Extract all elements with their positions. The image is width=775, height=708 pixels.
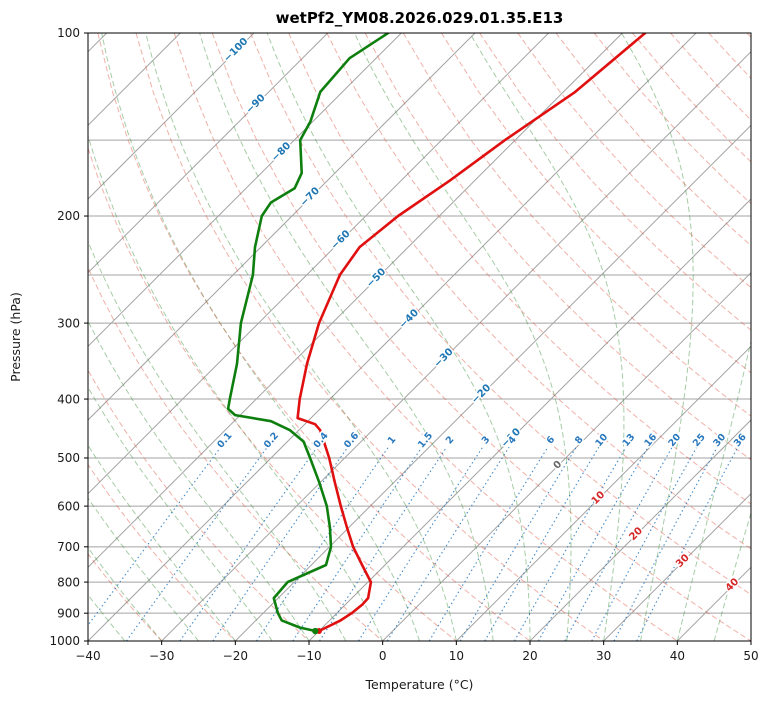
y-tick-label: 800 xyxy=(57,575,80,589)
dry-adiabat-line xyxy=(173,33,678,641)
moist-adiabat-line xyxy=(88,320,310,641)
moist-adiabat-line xyxy=(266,33,531,641)
mixing-ratio-line xyxy=(318,446,448,641)
mixing-ratio-layer xyxy=(88,446,739,641)
mixing-ratio-line xyxy=(613,446,718,641)
isotherm-line xyxy=(88,33,697,641)
grid-layer xyxy=(88,33,751,641)
moist-adiabats-layer xyxy=(88,33,751,641)
dry-adiabat-line xyxy=(97,33,531,641)
mixing-ratio-line xyxy=(256,446,389,641)
dry-adiabat-line xyxy=(288,33,751,550)
mixing-ratio-line xyxy=(537,446,649,641)
dry-adiabat-line xyxy=(364,33,751,461)
y-axis-label: Pressure (hPa) xyxy=(8,292,23,382)
dry-adiabat-line xyxy=(88,146,457,641)
y-tick-label: 900 xyxy=(57,606,80,620)
x-tick-label: 40 xyxy=(670,649,685,663)
moist-adiabat-line xyxy=(469,33,625,641)
isotherm-line xyxy=(88,33,329,274)
x-axis-label: Temperature (°C) xyxy=(365,677,474,692)
isotherm-line xyxy=(88,33,255,200)
x-tick-label: 10 xyxy=(449,649,464,663)
isotherm-line xyxy=(88,33,550,495)
dewpoint-profile-line xyxy=(226,33,390,633)
moist-adiabat-line xyxy=(88,497,199,641)
y-tick-label: 400 xyxy=(57,392,80,406)
isotherm-line xyxy=(88,33,476,421)
isotherm-line xyxy=(308,198,751,641)
dewpoint-surface-marker xyxy=(312,627,319,635)
x-tick-label: −10 xyxy=(296,649,321,663)
x-tick-label: 0 xyxy=(379,649,387,663)
isotherm-line xyxy=(161,50,751,641)
isotherm-line xyxy=(455,345,751,641)
isotherm-line xyxy=(603,492,751,641)
isotherm-line xyxy=(234,124,751,641)
moist-adiabat-line xyxy=(199,33,494,641)
x-tick-label: 50 xyxy=(743,649,758,663)
isotherm-line xyxy=(88,33,623,569)
x-tick-label: 20 xyxy=(522,649,537,663)
moist-adiabat-line xyxy=(621,33,694,641)
y-tick-label: 600 xyxy=(57,499,80,513)
chart-title: wetPf2_YM08.2026.029.01.35.E13 xyxy=(276,9,564,27)
plot-border xyxy=(87,32,752,642)
mixing-ratio-line xyxy=(125,446,268,641)
isotherm-line xyxy=(529,419,751,641)
y-tick-label: 300 xyxy=(57,316,80,330)
x-tick-label: 30 xyxy=(596,649,611,663)
mixing-ratio-line xyxy=(513,446,627,641)
dry-adiabat-line xyxy=(326,33,751,505)
moist-adiabat-line xyxy=(88,546,163,641)
sounding-layer xyxy=(226,33,647,635)
dry-adiabat-line xyxy=(517,33,751,289)
moist-adiabat-line xyxy=(88,444,236,641)
isotherm-line xyxy=(382,271,751,641)
x-tick-label: −20 xyxy=(223,649,248,663)
dry-adiabat-line xyxy=(135,33,604,641)
moist-adiabat-line xyxy=(713,511,751,641)
moist-adiabat-line xyxy=(88,134,384,641)
y-tick-label: 500 xyxy=(57,451,80,465)
moist-adiabat-line xyxy=(88,386,273,641)
moist-adiabat-line xyxy=(88,594,126,641)
y-tick-label: 200 xyxy=(57,209,80,223)
moist-adiabat-line xyxy=(676,339,751,641)
y-tick-label: 1000 xyxy=(49,634,80,648)
dry-adiabat-line xyxy=(88,266,384,641)
mixing-ratio-line xyxy=(591,446,698,641)
mixing-ratio-line xyxy=(636,446,739,641)
isotherm-line xyxy=(88,33,402,348)
moist-adiabat-line xyxy=(145,33,457,641)
dry-adiabat-line xyxy=(479,33,751,331)
temperature-profile-line xyxy=(296,33,647,633)
mixing-ratio-line xyxy=(386,446,510,641)
moist-adiabat-line xyxy=(354,33,572,641)
dry-adiabat-line xyxy=(88,463,236,641)
mixing-ratio-line xyxy=(564,446,673,641)
mixing-ratio-line xyxy=(292,446,423,641)
x-tick-label: −40 xyxy=(75,649,100,663)
y-tick-label: 700 xyxy=(57,540,80,554)
x-tick-label: −30 xyxy=(149,649,174,663)
y-tick-label: 100 xyxy=(57,26,80,40)
